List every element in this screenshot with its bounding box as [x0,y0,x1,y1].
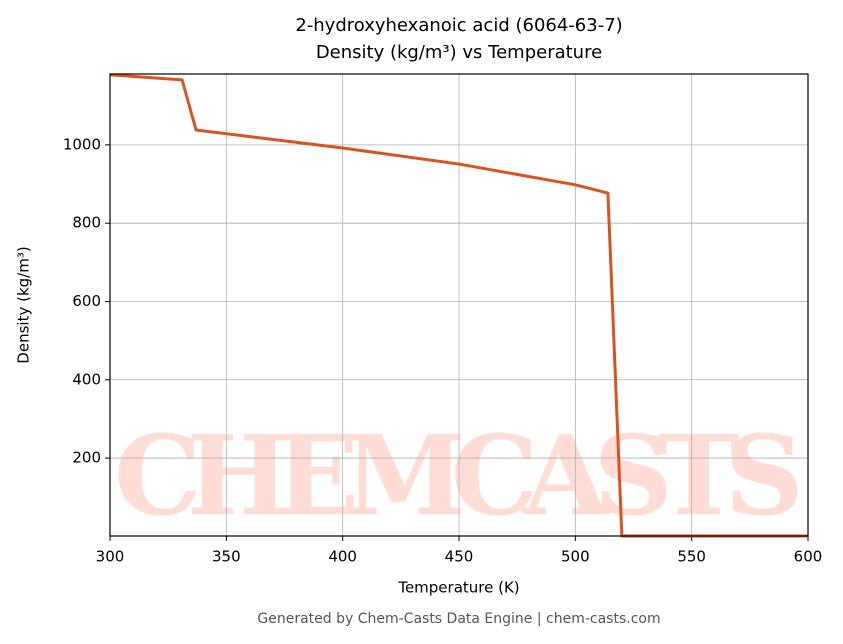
y-tick-label: 600 [72,292,101,310]
plot-frame [109,73,809,537]
y-axis-label: Density (kg/m³) [15,246,33,363]
y-tick-label: 200 [72,449,101,467]
x-tick-label: 300 [96,548,125,566]
x-tick-label: 450 [445,548,474,566]
chart-title: 2-hydroxyhexanoic acid (6064-63-7) [295,15,622,36]
chart-subtitle: Density (kg/m³) vs Temperature [316,42,602,63]
y-tick-label: 1000 [63,135,101,153]
y-tick-label: 400 [72,370,101,388]
x-tick-label: 400 [328,548,357,566]
x-tick-label: 350 [212,548,241,566]
x-tick-label: 600 [794,548,823,566]
data-line [109,73,808,538]
x-axis-label: Temperature (K) [397,579,519,597]
x-tick-label: 500 [561,548,590,566]
x-tick-label: 550 [677,548,706,566]
y-tick-label: 800 [72,214,101,232]
footer: Generated by Chem-Casts Data Engine | ch… [257,611,660,627]
